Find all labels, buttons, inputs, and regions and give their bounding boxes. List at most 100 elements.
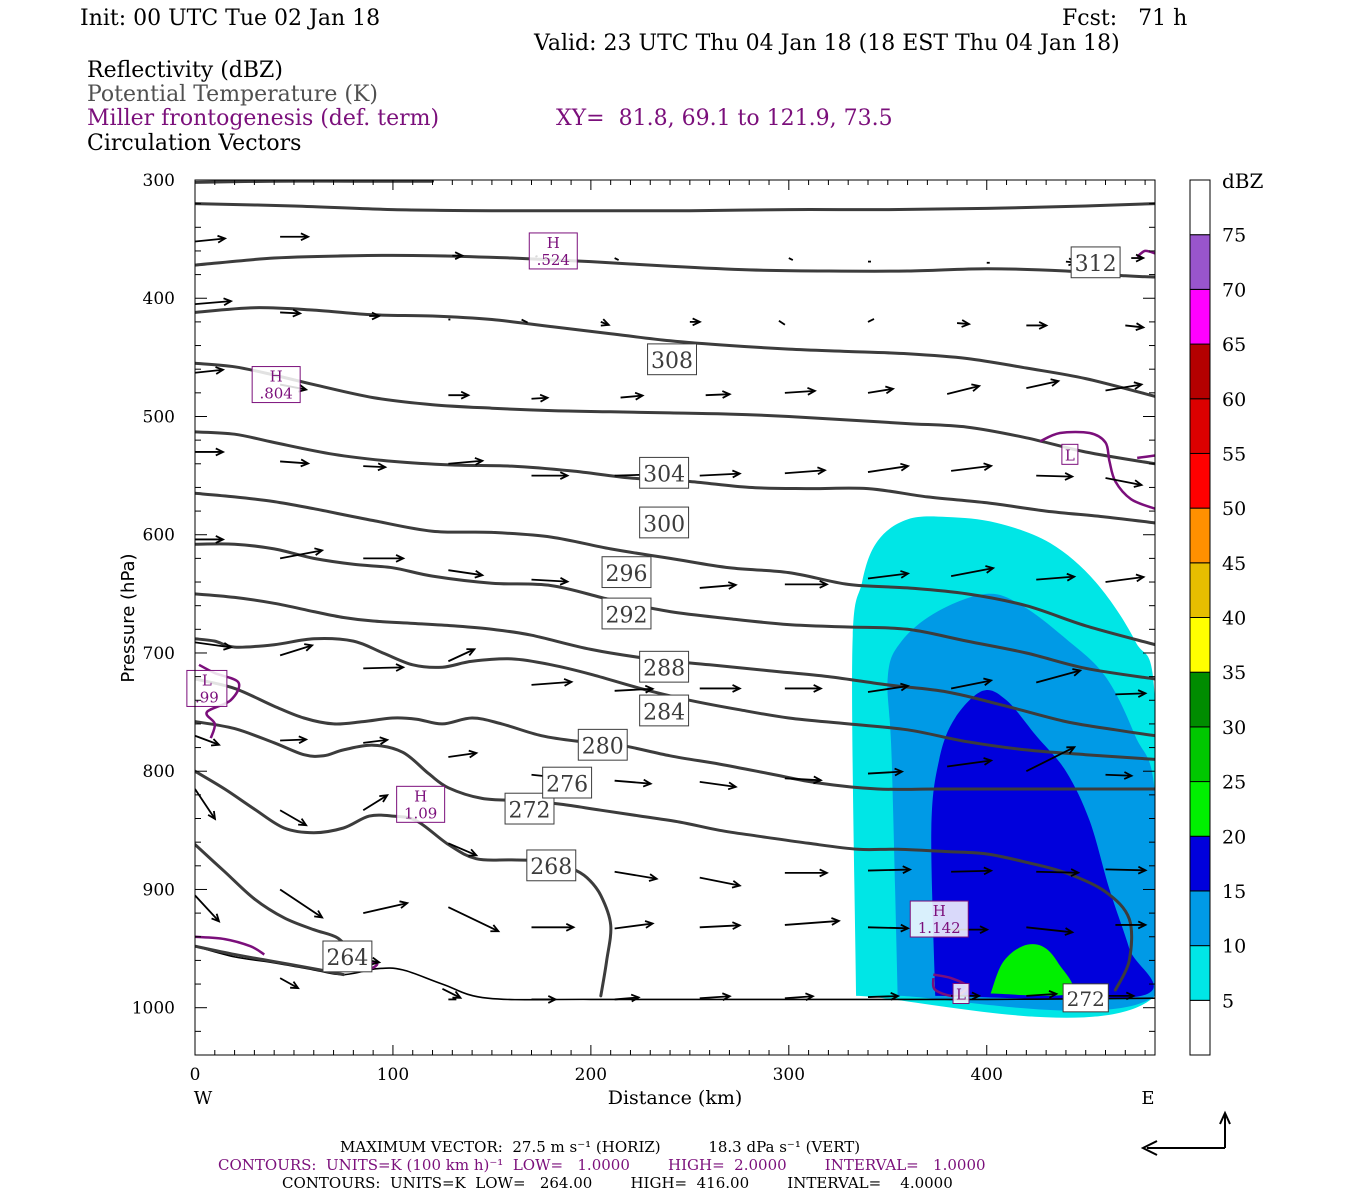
circulation-vector xyxy=(956,319,972,328)
svg-text:264: 264 xyxy=(326,946,368,971)
circulation-vector xyxy=(1115,689,1148,698)
svg-text:H: H xyxy=(547,234,560,252)
svg-text:H: H xyxy=(270,368,283,386)
y-tick-label: 400 xyxy=(143,289,175,309)
circulation-vector xyxy=(363,736,390,745)
colorbar-level-label: 25 xyxy=(1222,772,1246,794)
circulation-vector xyxy=(448,749,479,759)
theta-label-284: 284 xyxy=(639,694,690,727)
y-tick-label: 800 xyxy=(143,762,175,782)
circulation-vector xyxy=(1026,378,1061,389)
colorbar-level-label: 20 xyxy=(1222,826,1246,848)
circulation-vector xyxy=(362,794,390,811)
theta-label-312: 312 xyxy=(1070,246,1121,279)
colorbar-level-label: 55 xyxy=(1222,443,1246,465)
field-reflectivity: Reflectivity (dBZ) xyxy=(87,58,283,83)
circulation-vector xyxy=(195,366,226,375)
circulation-vector xyxy=(1036,472,1075,481)
theta-label-264: 264 xyxy=(322,940,373,973)
circulation-vector xyxy=(699,876,742,889)
theta-contour-280k xyxy=(195,677,1155,791)
svg-text:1.09: 1.09 xyxy=(404,804,437,822)
svg-text:L: L xyxy=(202,671,212,689)
circulation-vector xyxy=(363,900,410,914)
circulation-vector xyxy=(195,535,226,544)
circulation-vector xyxy=(447,648,477,663)
y-tick-label: 900 xyxy=(143,880,175,900)
circulation-vector xyxy=(947,757,994,768)
circulation-vector xyxy=(620,391,645,401)
colorbar-segment xyxy=(1189,343,1211,400)
reflectivity-15-dbz-region xyxy=(931,689,1154,1000)
reflectivity-20-dbz-region xyxy=(990,944,1074,996)
field-frontogenesis: Miller frontogenesis (def. term) xyxy=(87,106,440,131)
circulation-vector xyxy=(531,995,558,1004)
circulation-vector xyxy=(448,569,485,579)
field-potential-temperature: Potential Temperature (K) xyxy=(87,82,378,107)
circulation-vector xyxy=(614,920,655,930)
frontogenesis-contour xyxy=(195,935,265,956)
colorbar-segment xyxy=(1189,726,1211,783)
circulation-vector xyxy=(784,387,817,396)
circulation-vector xyxy=(1026,926,1075,936)
x-tick-label: 0 xyxy=(190,1065,201,1085)
theta-contour-308k xyxy=(195,306,1155,398)
circulation-vector xyxy=(1125,322,1146,331)
theta-contour-316k xyxy=(195,202,1155,213)
theta-label-304: 304 xyxy=(639,456,690,489)
svg-text:312: 312 xyxy=(1075,252,1117,277)
colorbar-segment xyxy=(1189,507,1211,564)
colorbar-segment xyxy=(1189,945,1211,1001)
colorbar-segment xyxy=(1189,890,1211,947)
circulation-vector xyxy=(867,318,875,323)
circulation-vector xyxy=(950,565,996,577)
theta-label-288: 288 xyxy=(639,650,690,683)
frontogenesis-extremum-h: H1.09 xyxy=(396,785,446,823)
circulation-vector xyxy=(1026,990,1059,999)
circulation-vector xyxy=(1105,381,1144,392)
colorbar-segment xyxy=(1189,288,1211,345)
theta-label-272: 272 xyxy=(504,792,555,825)
circulation-vector xyxy=(951,462,994,472)
svg-text:.524: .524 xyxy=(537,251,570,269)
circulation-vector xyxy=(867,570,911,580)
circulation-vector xyxy=(363,462,388,472)
circulation-vector xyxy=(195,894,221,923)
svg-text:300: 300 xyxy=(643,512,685,537)
circulation-vector xyxy=(699,992,732,1001)
circulation-vector xyxy=(705,390,732,399)
reference-vector-icon xyxy=(1140,1110,1231,1156)
theta-label-296: 296 xyxy=(601,556,652,589)
circulation-vector xyxy=(280,232,311,242)
circulation-vector xyxy=(614,257,620,261)
theta-contour-264k xyxy=(195,944,345,977)
circulation-vector xyxy=(788,257,794,261)
circulation-vector xyxy=(778,319,786,326)
circulation-vector xyxy=(784,684,823,693)
y-tick-label: 500 xyxy=(143,407,175,427)
circulation-vector xyxy=(531,678,574,687)
circulation-vector xyxy=(699,780,738,791)
frontogenesis-contour xyxy=(1039,430,1155,510)
circulation-vector xyxy=(531,471,570,480)
west-end-label: W xyxy=(194,1088,213,1109)
colorbar-level-label: 45 xyxy=(1222,553,1246,575)
circulation-vector xyxy=(195,788,217,821)
circulation-vector xyxy=(867,462,911,473)
field-circulation-vectors: Circulation Vectors xyxy=(87,131,302,156)
circulation-vector xyxy=(280,458,311,468)
circulation-vector xyxy=(1131,253,1146,263)
circulation-vector xyxy=(369,311,382,321)
frontogenesis-extremum-h: H.524 xyxy=(528,232,578,270)
circulation-vector xyxy=(867,865,913,874)
colorbar-level-label: 10 xyxy=(1222,936,1246,958)
circulation-vector xyxy=(195,297,234,306)
theta-contour-268k xyxy=(195,843,355,956)
colorbar-segment xyxy=(1189,781,1211,837)
circulation-vector xyxy=(614,778,653,788)
valid-time: Valid: 23 UTC Thu 04 Jan 18 (18 EST Thu … xyxy=(534,31,1120,56)
colorbar-level-label: 70 xyxy=(1222,279,1246,301)
svg-text:272: 272 xyxy=(509,798,551,823)
circulation-vector xyxy=(1105,865,1148,875)
